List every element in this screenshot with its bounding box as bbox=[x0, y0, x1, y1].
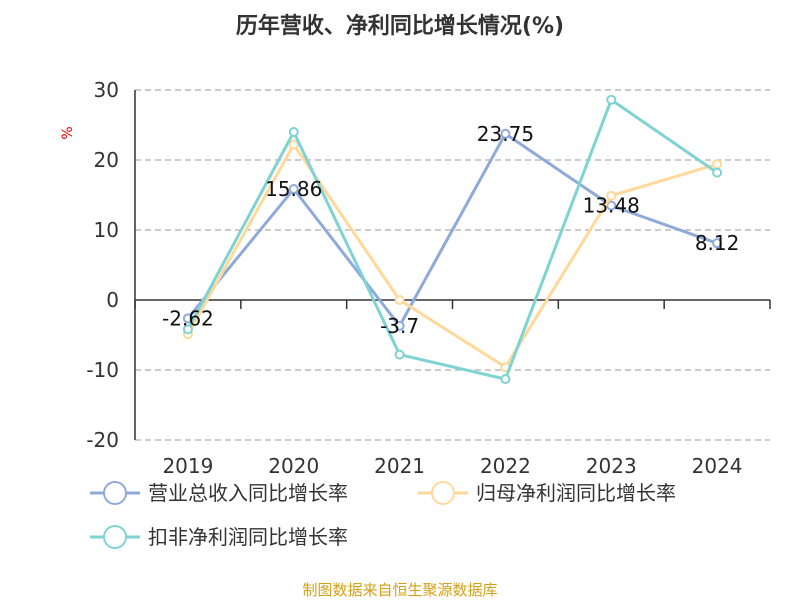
data-label: 8.12 bbox=[695, 231, 740, 255]
data-point[interactable] bbox=[500, 374, 511, 385]
legend-label: 归母净利润同比增长率 bbox=[476, 481, 676, 505]
legend-item-0[interactable]: 营业总收入同比增长率 bbox=[90, 481, 348, 505]
legend-marker bbox=[103, 481, 127, 505]
y-tick-label: 0 bbox=[106, 288, 119, 312]
data-point[interactable] bbox=[712, 159, 723, 170]
legend-item-2[interactable]: 扣非净利润同比增长率 bbox=[90, 525, 348, 549]
data-point[interactable] bbox=[712, 167, 723, 178]
y-axis-label: % bbox=[60, 126, 76, 139]
data-point[interactable] bbox=[606, 200, 617, 211]
y-tick-label: 30 bbox=[94, 78, 119, 102]
source-note: 制图数据来自恒生聚源数据库 bbox=[302, 581, 497, 599]
legend-marker bbox=[431, 481, 455, 505]
data-point[interactable] bbox=[288, 127, 299, 137]
data-point[interactable] bbox=[500, 128, 511, 139]
legend-label: 扣非净利润同比增长率 bbox=[148, 525, 348, 549]
data-label: 23.75 bbox=[477, 122, 534, 146]
data-point[interactable] bbox=[288, 183, 299, 194]
data-point[interactable] bbox=[712, 238, 723, 249]
legend-item-1[interactable]: 归母净利润同比增长率 bbox=[418, 481, 676, 505]
data-label: 13.48 bbox=[583, 194, 640, 218]
data-label: -2.62 bbox=[162, 306, 214, 330]
data-point[interactable] bbox=[394, 349, 405, 360]
data-point[interactable] bbox=[394, 295, 405, 305]
legend-label: 营业总收入同比增长率 bbox=[148, 481, 348, 505]
x-tick-label: 2024 bbox=[692, 454, 743, 478]
data-point[interactable] bbox=[606, 190, 617, 201]
data-label: -3.7 bbox=[380, 314, 419, 338]
chart-title: 历年营收、净利同比增长情况(%) bbox=[236, 13, 564, 39]
data-point[interactable] bbox=[182, 324, 193, 335]
data-point[interactable] bbox=[394, 320, 405, 331]
x-tick-label: 2021 bbox=[374, 454, 425, 478]
legend-marker bbox=[103, 525, 127, 549]
data-label: 15.86 bbox=[265, 177, 322, 201]
series-line-0 bbox=[186, 131, 718, 329]
x-tick-label: 2019 bbox=[162, 454, 213, 478]
y-tick-label: 20 bbox=[94, 148, 119, 172]
x-tick-label: 2020 bbox=[268, 454, 319, 478]
data-point[interactable] bbox=[606, 94, 617, 105]
x-tick-label: 2023 bbox=[586, 454, 637, 478]
data-point[interactable] bbox=[182, 313, 193, 324]
y-tick-label: -20 bbox=[86, 428, 119, 452]
y-tick-label: 10 bbox=[94, 218, 119, 242]
series-line-2 bbox=[186, 97, 718, 381]
x-tick-label: 2022 bbox=[480, 454, 531, 478]
data-point[interactable] bbox=[288, 139, 299, 150]
series-line-1 bbox=[186, 141, 718, 370]
y-tick-label: -10 bbox=[86, 358, 119, 382]
